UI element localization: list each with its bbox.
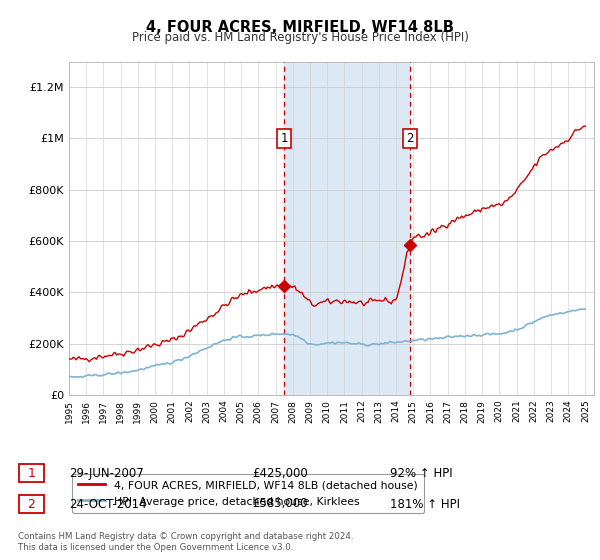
- Text: 1: 1: [28, 466, 35, 480]
- Text: 24-OCT-2014: 24-OCT-2014: [69, 497, 146, 511]
- Text: £585,000: £585,000: [252, 497, 308, 511]
- Text: Price paid vs. HM Land Registry's House Price Index (HPI): Price paid vs. HM Land Registry's House …: [131, 31, 469, 44]
- Text: 92% ↑ HPI: 92% ↑ HPI: [390, 466, 452, 480]
- Text: 2: 2: [406, 132, 413, 145]
- Legend: 4, FOUR ACRES, MIRFIELD, WF14 8LB (detached house), HPI: Average price, detached: 4, FOUR ACRES, MIRFIELD, WF14 8LB (detac…: [72, 474, 424, 513]
- Text: 1: 1: [280, 132, 288, 145]
- FancyBboxPatch shape: [19, 464, 44, 482]
- Bar: [284, 62, 410, 395]
- Text: Contains HM Land Registry data © Crown copyright and database right 2024.
This d: Contains HM Land Registry data © Crown c…: [18, 532, 353, 552]
- Text: 4, FOUR ACRES, MIRFIELD, WF14 8LB: 4, FOUR ACRES, MIRFIELD, WF14 8LB: [146, 20, 454, 35]
- Text: 2: 2: [28, 497, 35, 511]
- Text: 29-JUN-2007: 29-JUN-2007: [69, 466, 144, 480]
- Text: £425,000: £425,000: [252, 466, 308, 480]
- FancyBboxPatch shape: [19, 495, 44, 513]
- Text: 181% ↑ HPI: 181% ↑ HPI: [390, 497, 460, 511]
